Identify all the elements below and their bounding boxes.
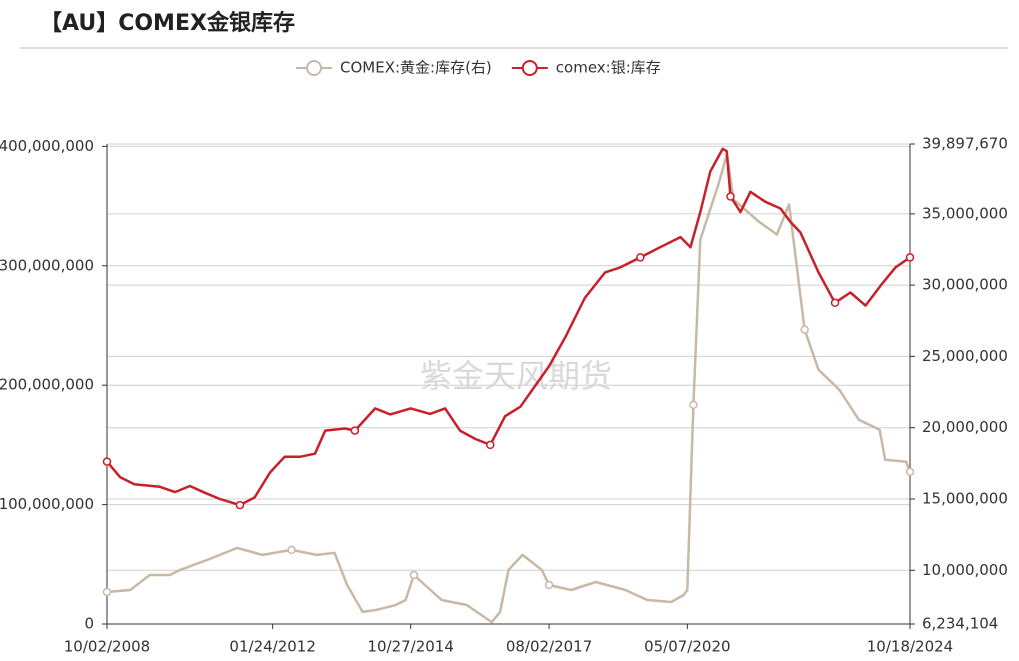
y-tick-label: 100,000,000 — [0, 495, 94, 513]
point — [905, 253, 915, 262]
legend-marker — [521, 60, 538, 76]
legend-item: COMEX:黄金:库存(右) — [296, 59, 492, 77]
watermark: 紫金天风期货 — [420, 357, 612, 395]
point — [636, 253, 645, 262]
x-tick-label: 05/07/2020 — [644, 638, 730, 656]
y2-tick-label: 35,000,000 — [922, 204, 1008, 222]
x-tick-label: 10/02/2008 — [64, 638, 150, 656]
y2-tick-label: 39,897,670 — [922, 135, 1008, 153]
y2-tick-label: 30,000,000 — [922, 276, 1008, 294]
point — [544, 580, 554, 590]
point — [689, 400, 698, 410]
y2-tick-label: 6,234,104 — [922, 615, 998, 633]
legend-label: COMEX:黄金:库存(右) — [340, 59, 492, 77]
point — [235, 500, 245, 510]
y2-tick-label: 20,000,000 — [922, 418, 1008, 436]
point — [486, 440, 495, 450]
y2-tick-label: 25,000,000 — [922, 347, 1008, 365]
point — [905, 467, 915, 477]
point — [102, 457, 112, 466]
y2-tick-label: 10,000,000 — [922, 561, 1008, 579]
y-tick-label: 400,000,000 — [0, 137, 94, 155]
point — [800, 325, 809, 334]
x-tick-label: 10/18/2024 — [867, 638, 953, 656]
legend-marker — [306, 60, 322, 76]
legend-item: comex:银:库存 — [511, 59, 661, 77]
point — [287, 545, 296, 555]
point — [102, 587, 112, 597]
x-tick-label: 10/27/2014 — [367, 638, 453, 656]
y-tick-label: 300,000,000 — [0, 256, 94, 274]
y-tick-label: 200,000,000 — [0, 376, 94, 394]
legend-label: comex:银:库存 — [556, 59, 661, 77]
point — [409, 570, 419, 580]
point — [726, 192, 735, 201]
y-tick-label: 0 — [84, 615, 94, 633]
series-line — [106, 147, 911, 507]
point — [350, 426, 360, 435]
x-tick-label: 01/24/2012 — [229, 638, 315, 656]
x-tick-label: 08/02/2017 — [506, 638, 592, 656]
series-line — [106, 153, 912, 624]
point — [830, 298, 840, 308]
y2-tick-label: 15,000,000 — [922, 490, 1008, 508]
chart-title: 【AU】COMEX金银库存 — [40, 10, 295, 36]
